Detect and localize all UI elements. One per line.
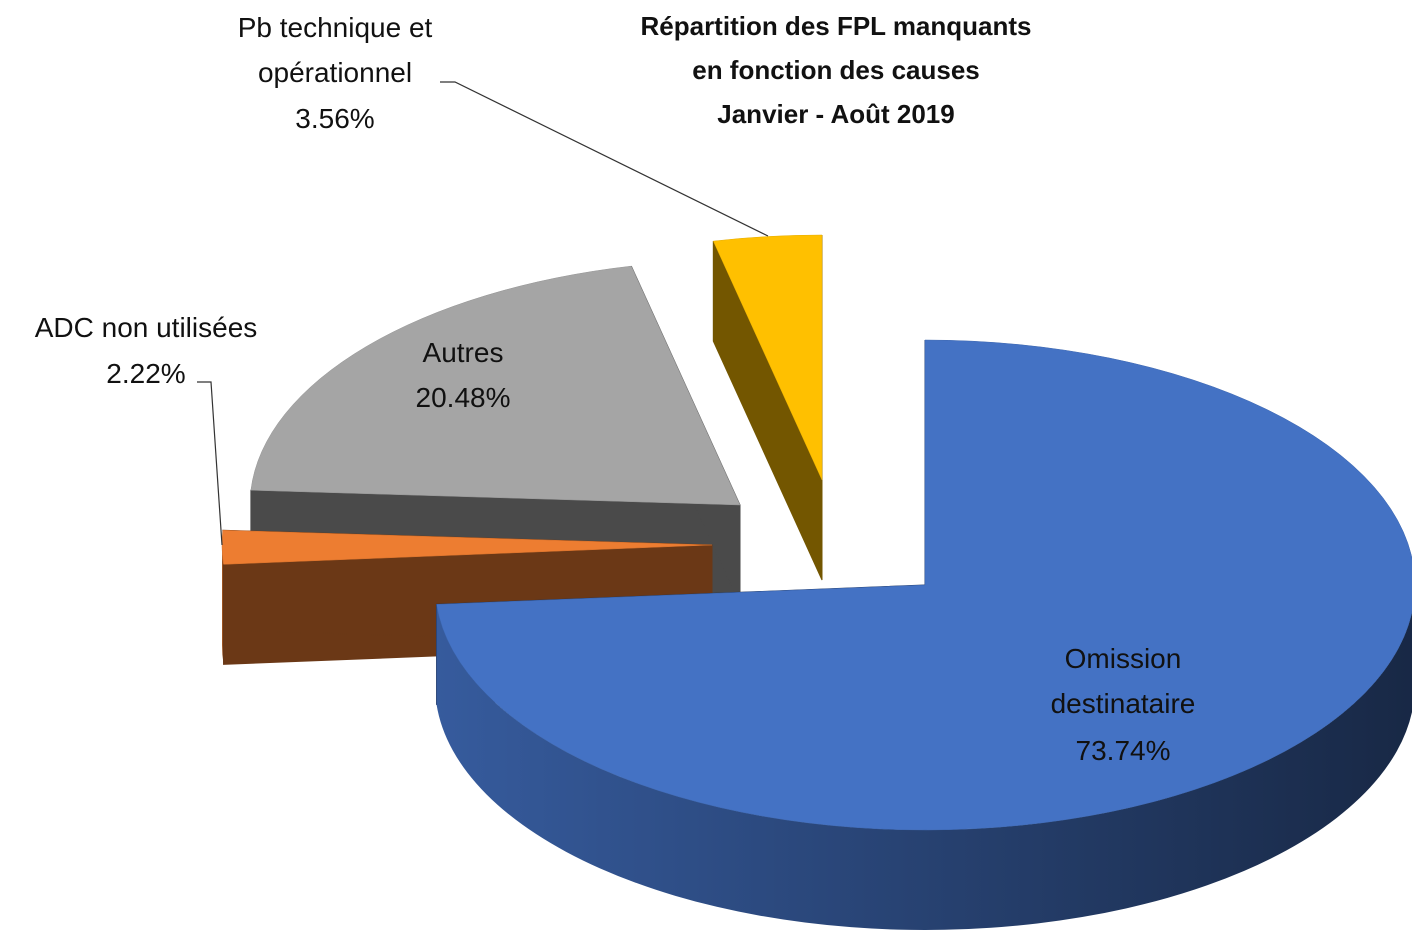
slices — [221, 234, 1412, 930]
chart-title: Répartition des FPL manquants — [640, 11, 1032, 41]
value-label: 3.56% — [295, 103, 375, 134]
value-label: 20.48% — [415, 382, 511, 413]
slice-side — [222, 545, 224, 665]
slice — [221, 529, 713, 565]
chart-title: en fonction des causes — [692, 55, 980, 85]
value-label: 73.74% — [1075, 735, 1171, 766]
chart-title: Janvier - Août 2019 — [717, 99, 955, 129]
slice — [250, 265, 741, 506]
slice-label: Pb technique et opérationnel — [237, 12, 433, 88]
slice — [712, 234, 823, 481]
value-label: 2.22% — [106, 358, 186, 389]
slice — [436, 339, 1412, 831]
leader-line — [197, 381, 223, 546]
leader-line — [440, 81, 769, 237]
slice-label: ADC non utilisées — [34, 312, 258, 343]
slice-label: Autres — [422, 337, 504, 368]
slice-label: Omission destinataire — [1050, 643, 1196, 719]
slice-side — [436, 604, 1412, 930]
